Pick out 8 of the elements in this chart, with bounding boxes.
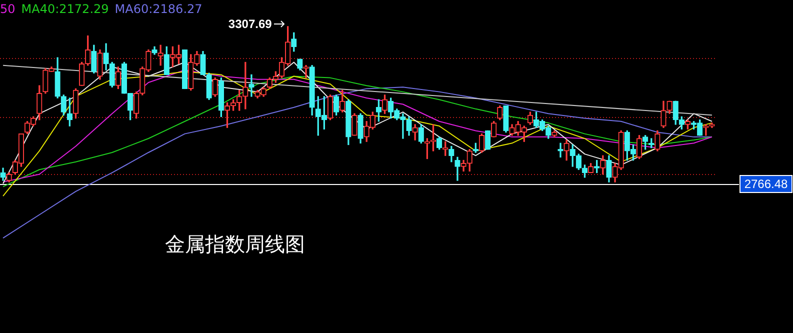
text: 金属指数周线图 [165, 231, 305, 258]
annotation: 3307.69 [228, 16, 272, 31]
text: MA40:2172.29 [21, 2, 109, 16]
text: 2766.48 [744, 176, 788, 191]
text: 50 [0, 2, 16, 16]
candlestick [158, 44, 164, 66]
candlestick [248, 74, 254, 97]
text: MA60:2186.27 [114, 2, 202, 16]
